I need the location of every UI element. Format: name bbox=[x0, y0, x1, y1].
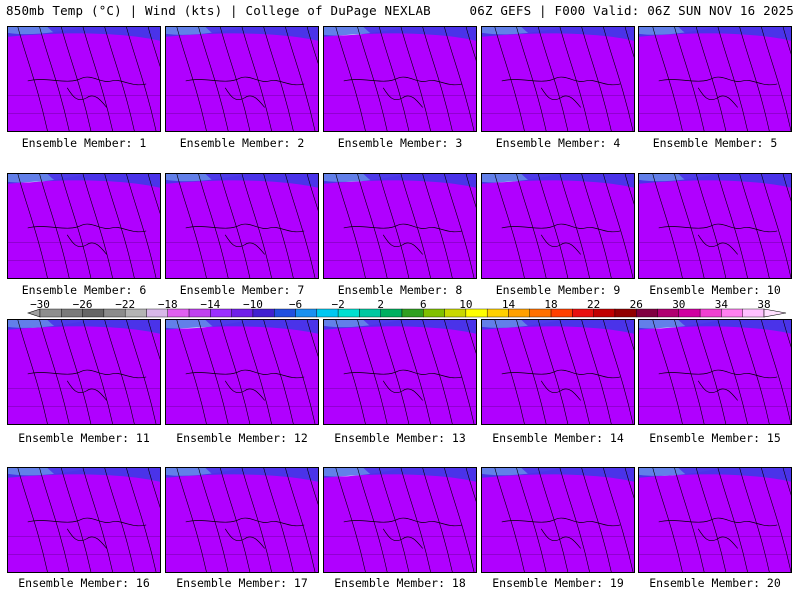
ensemble-member-map bbox=[165, 173, 319, 279]
ensemble-member-map bbox=[323, 319, 477, 425]
ensemble-member-map bbox=[7, 467, 161, 573]
ensemble-member-label: Ensemble Member: 11 bbox=[18, 431, 150, 445]
ensemble-member-map bbox=[7, 173, 161, 279]
colorbar-tick-label: 34 bbox=[714, 298, 729, 311]
ensemble-member-map bbox=[7, 319, 161, 425]
ensemble-member-map bbox=[323, 467, 477, 573]
colorbar-tick-label: 10 bbox=[459, 298, 473, 311]
ensemble-member-label: Ensemble Member: 10 bbox=[649, 283, 781, 297]
colorbar-tick-label: −26 bbox=[72, 298, 93, 311]
ensemble-member-label: Ensemble Member: 15 bbox=[649, 431, 781, 445]
colorbar-tick-label: 22 bbox=[587, 298, 601, 311]
ensemble-member-label: Ensemble Member: 5 bbox=[652, 136, 778, 150]
colorbar-tick-label: 26 bbox=[629, 298, 643, 311]
colorbar-tick-label: −18 bbox=[157, 298, 178, 311]
ensemble-member-label: Ensemble Member: 20 bbox=[649, 576, 781, 590]
ensemble-member-label: Ensemble Member: 9 bbox=[495, 283, 621, 297]
ensemble-member-map bbox=[481, 173, 635, 279]
ensemble-member-map bbox=[323, 26, 477, 132]
ensemble-member-label: Ensemble Member: 18 bbox=[334, 576, 466, 590]
ensemble-member-label: Ensemble Member: 13 bbox=[334, 431, 466, 445]
colorbar-tick-label: 14 bbox=[501, 298, 516, 311]
ensemble-member-map bbox=[638, 319, 792, 425]
ensemble-member-map bbox=[7, 26, 161, 132]
ensemble-member-map bbox=[638, 173, 792, 279]
colorbar-tick-label: 30 bbox=[672, 298, 686, 311]
ensemble-member-map bbox=[323, 173, 477, 279]
ensemble-member-label: Ensemble Member: 19 bbox=[492, 576, 624, 590]
ensemble-member-map bbox=[481, 467, 635, 573]
colorbar-tick-label: 6 bbox=[419, 298, 427, 311]
ensemble-member-map bbox=[638, 467, 792, 573]
colorbar-tick-label: −14 bbox=[200, 298, 221, 311]
valid-time: 06Z GEFS | F000 Valid: 06Z SUN NOV 16 20… bbox=[469, 3, 794, 18]
ensemble-member-label: Ensemble Member: 1 bbox=[21, 136, 147, 150]
colorbar-tick-label: −22 bbox=[115, 298, 136, 311]
ensemble-member-label: Ensemble Member: 14 bbox=[492, 431, 624, 445]
colorbar-tick-label: −10 bbox=[243, 298, 263, 311]
colorbar-tick-label: 38 bbox=[757, 298, 771, 311]
ensemble-member-map bbox=[481, 319, 635, 425]
colorbar-tick-label: −6 bbox=[288, 298, 303, 311]
chart-title: 850mb Temp (°C) | Wind (kts) | College o… bbox=[6, 3, 431, 18]
colorbar-tick-label: −2 bbox=[331, 298, 345, 311]
ensemble-member-map bbox=[165, 319, 319, 425]
ensemble-member-label: Ensemble Member: 12 bbox=[176, 431, 308, 445]
ensemble-member-label: Ensemble Member: 17 bbox=[176, 576, 308, 590]
ensemble-member-map bbox=[481, 26, 635, 132]
ensemble-member-label: Ensemble Member: 8 bbox=[337, 283, 463, 297]
colorbar bbox=[0, 296, 800, 320]
colorbar-tick-label: 2 bbox=[377, 298, 385, 311]
ensemble-member-map bbox=[165, 26, 319, 132]
ensemble-member-label: Ensemble Member: 4 bbox=[495, 136, 621, 150]
ensemble-member-label: Ensemble Member: 6 bbox=[21, 283, 147, 297]
ensemble-member-label: Ensemble Member: 7 bbox=[179, 283, 305, 297]
ensemble-member-label: Ensemble Member: 2 bbox=[179, 136, 305, 150]
ensemble-member-map bbox=[165, 467, 319, 573]
ensemble-member-label: Ensemble Member: 16 bbox=[18, 576, 150, 590]
colorbar-tick-label: −30 bbox=[30, 298, 50, 311]
ensemble-member-map bbox=[638, 26, 792, 132]
colorbar-tick-label: 18 bbox=[544, 298, 558, 311]
ensemble-member-label: Ensemble Member: 3 bbox=[337, 136, 463, 150]
